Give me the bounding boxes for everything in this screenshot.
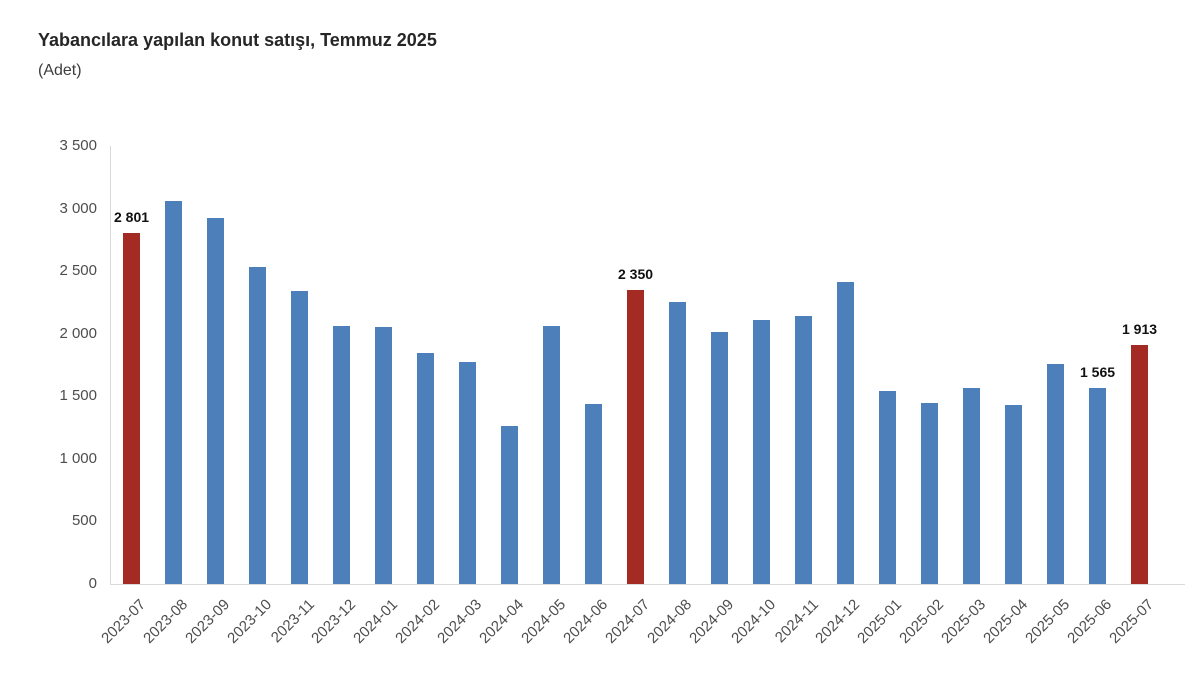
y-tick-1000: 1 000 [59, 449, 97, 467]
bar-2025-02[interactable] [921, 402, 938, 584]
x-tick-2024-08: 2024-08 [644, 596, 696, 647]
x-tick-2025-05: 2025-05 [1022, 596, 1074, 647]
x-tick-2024-01: 2024-01 [350, 596, 402, 647]
x-tick-2024-03: 2024-03 [434, 596, 486, 647]
chart-unit-subtitle: (Adet) [38, 62, 82, 79]
x-tick-2024-04: 2024-04 [476, 596, 528, 647]
x-tick-2023-07: 2023-07 [98, 596, 150, 647]
bar-2024-12[interactable] [837, 282, 854, 584]
y-tick-1500: 1 500 [59, 387, 97, 405]
y-axis-line [110, 146, 111, 584]
x-tick-2023-08: 2023-08 [140, 596, 192, 647]
x-tick-2025-04: 2025-04 [980, 596, 1032, 647]
y-tick-2500: 2 500 [59, 262, 97, 280]
bar-2023-10[interactable] [249, 266, 266, 584]
bar-2024-06[interactable] [585, 404, 602, 584]
x-tick-2023-09: 2023-09 [182, 596, 234, 647]
y-tick-3000: 3 000 [59, 199, 97, 217]
bar-2024-05[interactable] [543, 326, 560, 584]
bar-2024-01[interactable] [375, 326, 392, 584]
x-tick-2024-10: 2024-10 [728, 596, 780, 647]
bar-2024-02[interactable] [417, 353, 434, 584]
bar-2025-06[interactable] [1089, 388, 1106, 584]
page-title: Yabancılara yapılan konut satışı, Temmuz… [38, 30, 437, 50]
y-tick-3500: 3 500 [59, 137, 97, 154]
y-tick-500: 500 [71, 512, 97, 530]
x-tick-2024-06: 2024-06 [560, 596, 612, 647]
bar-2024-03[interactable] [459, 361, 476, 584]
bar-2023-11[interactable] [291, 291, 308, 584]
y-tick-2000: 2 000 [59, 324, 97, 342]
x-axis-line [110, 584, 1185, 585]
x-tick-2025-03: 2025-03 [938, 596, 990, 647]
bar-2024-09[interactable] [711, 332, 728, 584]
y-tick-0: 0 [88, 575, 97, 592]
x-tick-2023-12: 2023-12 [308, 596, 360, 647]
x-tick-2024-07: 2024-07 [602, 596, 654, 647]
x-tick-2024-12: 2024-12 [812, 596, 864, 647]
bar-2024-10[interactable] [753, 319, 770, 584]
x-tick-2025-02: 2025-02 [896, 596, 948, 647]
bar-value-label-2023-07: 2 801 [113, 209, 150, 226]
x-tick-2025-01: 2025-01 [854, 596, 906, 647]
bar-2023-08[interactable] [165, 201, 182, 584]
bar-2023-12[interactable] [333, 326, 350, 584]
x-tick-2024-11: 2024-11 [771, 596, 822, 647]
x-tick-2024-05: 2024-05 [518, 596, 570, 647]
bar-value-label-2025-06: 1 565 [1079, 364, 1116, 381]
bar-2024-08[interactable] [669, 302, 686, 584]
x-tick-2024-02: 2024-02 [392, 596, 444, 647]
bar-2025-05[interactable] [1047, 363, 1064, 584]
bar-value-label-2024-07: 2 350 [617, 265, 654, 282]
bar-2023-07[interactable] [123, 233, 140, 584]
x-tick-2023-10: 2023-10 [224, 596, 276, 647]
bar-2023-09[interactable] [207, 217, 224, 584]
x-tick-2025-06: 2025-06 [1064, 596, 1116, 647]
bar-2025-01[interactable] [879, 390, 896, 584]
bar-2024-04[interactable] [501, 425, 518, 584]
bar-2025-04[interactable] [1005, 405, 1022, 584]
bar-2024-07[interactable] [627, 289, 644, 584]
bar-2024-11[interactable] [795, 315, 812, 584]
bar-value-label-2025-07: 1 913 [1121, 320, 1158, 337]
x-tick-2024-09: 2024-09 [686, 596, 738, 647]
x-tick-2023-11: 2023-11 [267, 596, 318, 647]
bar-2025-07[interactable] [1131, 344, 1148, 584]
bar-2025-03[interactable] [963, 387, 980, 584]
x-tick-2025-07: 2025-07 [1106, 596, 1158, 647]
